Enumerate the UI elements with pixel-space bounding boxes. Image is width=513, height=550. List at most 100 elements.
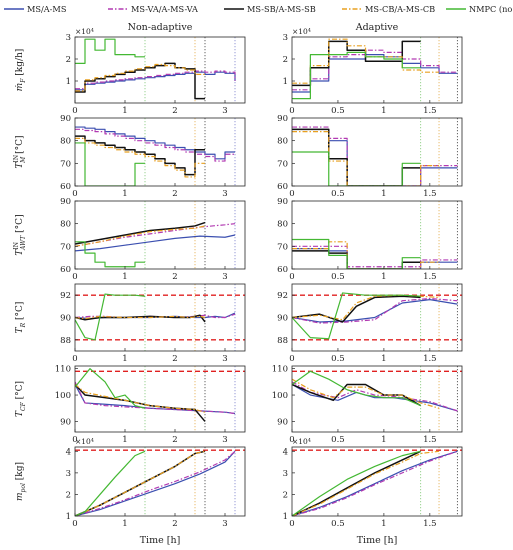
y-axis-label: TR [°C] (15, 302, 27, 334)
series-line (75, 383, 206, 422)
series-line (292, 131, 440, 186)
axes-frame (74, 446, 246, 517)
legend-item: MS/A-MS (4, 4, 67, 14)
series-group (292, 126, 458, 186)
column-title: Adaptive (355, 22, 399, 33)
x-tick-label: 2 (172, 435, 177, 445)
series-group (75, 293, 236, 341)
x-tick-label: 0 (289, 519, 294, 529)
axes-frame (74, 36, 246, 104)
y-axis-label-sub: M (20, 156, 27, 164)
series-line (75, 368, 146, 409)
x-tick-label: 0 (289, 106, 294, 116)
legend-item: MS-CB/A-MS-CB (342, 4, 435, 14)
axes-frame (291, 446, 463, 517)
y-axis-label-unit: [kg] (15, 462, 25, 483)
series-line (75, 221, 206, 245)
y-tick-label: 3 (66, 33, 71, 43)
x-tick-label: 1.5 (423, 354, 437, 364)
series-group (75, 126, 235, 186)
y-tick-label: 60 (60, 182, 71, 192)
series-line (75, 128, 235, 162)
panel: 90 100 110 0 0.5 1 1.5 (272, 365, 463, 445)
series-line (292, 38, 440, 84)
series-line (292, 248, 458, 269)
series-group (75, 368, 236, 422)
series-line (75, 450, 236, 516)
y-tick-label: 110 (272, 365, 288, 375)
series-line (75, 71, 236, 91)
legend-label: NMPC (no mismatch) (469, 4, 513, 14)
panel: 60 70 80 90 0 1 2 3 (60, 197, 246, 282)
y-axis-label-symbol: T (15, 249, 25, 256)
x-axis-label: Time [h] (140, 535, 181, 546)
x-tick-label: 3 (222, 354, 227, 364)
series-line (292, 295, 421, 323)
series-line (292, 381, 458, 412)
x-tick-label: 2 (172, 189, 177, 199)
x-tick-label: 0 (289, 354, 294, 364)
axes-frame (74, 117, 246, 187)
series-line (292, 128, 458, 186)
y-tick-label: 90 (277, 197, 288, 207)
series-group (75, 450, 236, 516)
y-tick-label: 1 (66, 77, 71, 87)
y-axis-label: TCF [°C] (15, 381, 27, 417)
series-line (75, 234, 236, 252)
x-tick-label: 1 (122, 106, 127, 116)
y-axis-label-symbol: ṁ (15, 83, 25, 92)
y-tick-label: 80 (60, 137, 71, 147)
x-tick-label: 0 (72, 272, 77, 282)
series-line (75, 450, 206, 516)
x-tick-label: 0.5 (331, 435, 345, 445)
series-line (75, 384, 206, 413)
y-axis-label-sub: F (20, 78, 27, 84)
axes-frame (291, 200, 463, 270)
y-axis-label-sub: pol (20, 483, 27, 492)
series-line (75, 381, 236, 415)
legend-label: MS-SB/A-MS-SB (247, 4, 316, 14)
y-tick-label: 4 (66, 447, 71, 457)
x-tick-label: 0 (289, 435, 294, 445)
series-line (292, 370, 421, 407)
y-tick-label: 1 (283, 77, 288, 87)
panel: 90 100 110 0 1 2 3 (55, 365, 246, 445)
series-line (292, 245, 458, 268)
x-tick-label: 1 (122, 354, 127, 364)
series-line (75, 241, 145, 268)
series-group (292, 38, 458, 100)
x-tick-label: 1.5 (423, 106, 437, 116)
axes-frame (74, 200, 246, 270)
y-tick-label: 80 (277, 220, 288, 230)
x-tick-label: 1.5 (423, 189, 437, 199)
series-line (75, 137, 205, 178)
column-title: Non-adaptive (128, 22, 193, 33)
x-tick-label: 1 (381, 519, 386, 529)
series-group (292, 292, 458, 340)
series-line (292, 450, 458, 516)
series-line (292, 238, 421, 269)
x-tick-label: 0 (72, 354, 77, 364)
y-axis-label-symbol: T (15, 162, 25, 169)
x-axis-label: Time [h] (357, 535, 398, 546)
legend-label: MS-VA/A-MS-VA (131, 4, 198, 14)
series-line (75, 135, 205, 176)
x-tick-label: 1 (122, 189, 127, 199)
y-tick-label: 1 (283, 512, 288, 522)
y-tick-label: 70 (277, 159, 288, 169)
axis-exponent: ×10⁴ (75, 27, 94, 36)
y-tick-label: 2 (66, 490, 71, 500)
y-tick-label: 100 (55, 391, 71, 401)
y-tick-label: 92 (277, 291, 288, 301)
y-tick-label: 60 (277, 265, 288, 275)
series-group (75, 38, 236, 100)
y-tick-label: 2 (283, 55, 288, 65)
y-tick-label: 100 (272, 391, 288, 401)
x-tick-label: 2 (172, 106, 177, 116)
series-line (75, 384, 236, 415)
series-line (292, 297, 458, 324)
axis-exponent: ×10⁴ (75, 437, 94, 446)
